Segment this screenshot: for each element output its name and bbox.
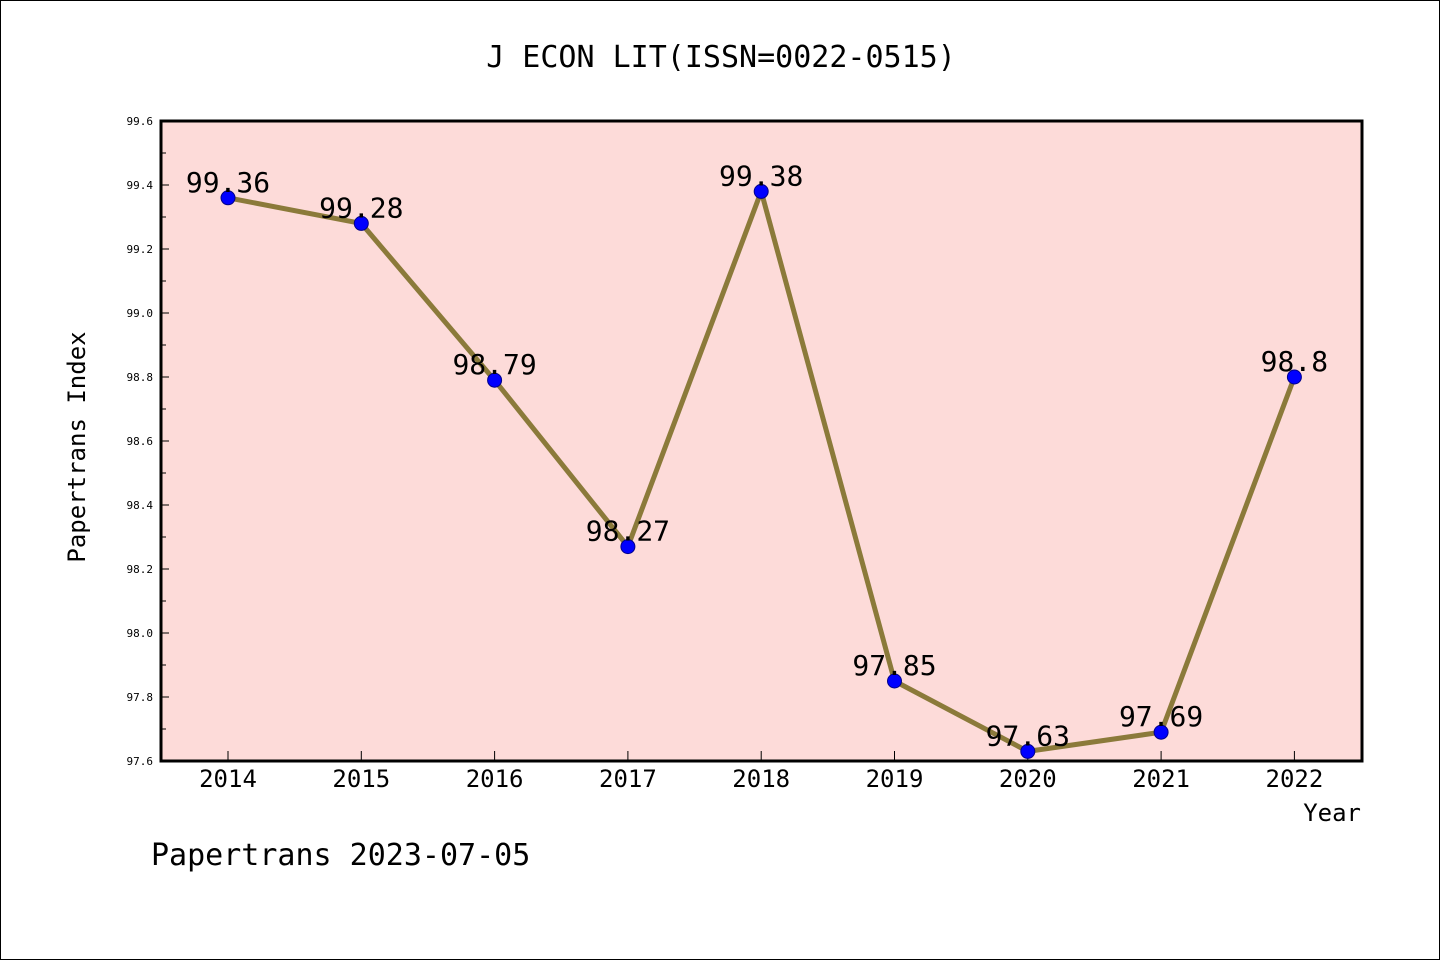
y-tick-label: 97.6 <box>127 755 154 768</box>
data-label: 99.36 <box>186 166 270 199</box>
x-tick-label: 2016 <box>466 765 524 793</box>
x-tick-label: 2014 <box>199 765 257 793</box>
data-label: 98.27 <box>586 515 670 548</box>
y-tick-label: 99.0 <box>127 307 154 320</box>
data-labels: 99.36 99.28 98.79 98.27 99.38 97.85 97.63 97.69… <box>186 159 1328 752</box>
data-point <box>753 183 769 199</box>
y-tick-label: 99.6 <box>127 115 154 128</box>
x-axis: 2014 2015 2016 2017 2018 2019 2020 2021 2022 <box>199 751 1323 793</box>
x-axis-label: Year <box>1303 799 1361 827</box>
chart-title: J ECON LIT(ISSN=0022-0515) <box>486 40 956 75</box>
y-axis-label: Papertrans Index <box>63 331 91 562</box>
x-tick-label: 2018 <box>732 765 790 793</box>
data-point <box>487 372 503 388</box>
y-tick-label: 98.2 <box>127 563 154 576</box>
data-point <box>887 673 902 689</box>
data-label: 98.8 <box>1261 345 1328 378</box>
data-label: 99.28 <box>319 191 403 224</box>
y-tick-label: 98.0 <box>127 627 154 640</box>
data-point <box>353 215 369 231</box>
x-tick-label: 2017 <box>599 765 657 793</box>
y-axis: 97.6 97.8 98.0 98.2 98.4 98.6 98.8 99.0 99.2 99.4… <box>127 115 169 768</box>
data-label: 97.85 <box>852 649 936 682</box>
y-tick-label: 97.8 <box>127 691 154 704</box>
x-tick-label: 2021 <box>1132 765 1190 793</box>
data-point <box>1153 724 1169 740</box>
y-tick-label: 98.6 <box>127 435 154 448</box>
footer-text: Papertrans 2023-07-05 <box>151 838 530 873</box>
y-tick-label: 98.8 <box>127 371 154 384</box>
data-point <box>620 539 636 555</box>
y-tick-label: 98.4 <box>127 499 154 512</box>
data-label: 97.69 <box>1119 700 1203 733</box>
x-tick-label: 2022 <box>1266 765 1324 793</box>
data-label: 98.79 <box>452 348 536 381</box>
y-tick-label: 99.4 <box>127 179 154 192</box>
data-label: 99.38 <box>719 159 803 192</box>
y-tick-label: 99.2 <box>127 243 154 256</box>
data-point <box>1286 369 1302 385</box>
x-tick-label: 2020 <box>999 765 1057 793</box>
data-markers <box>220 183 1302 759</box>
x-tick-label: 2015 <box>332 765 390 793</box>
x-tick-label: 2019 <box>866 765 924 793</box>
data-label: 97.63 <box>986 719 1070 752</box>
data-point <box>1020 743 1036 759</box>
data-point <box>220 190 236 206</box>
